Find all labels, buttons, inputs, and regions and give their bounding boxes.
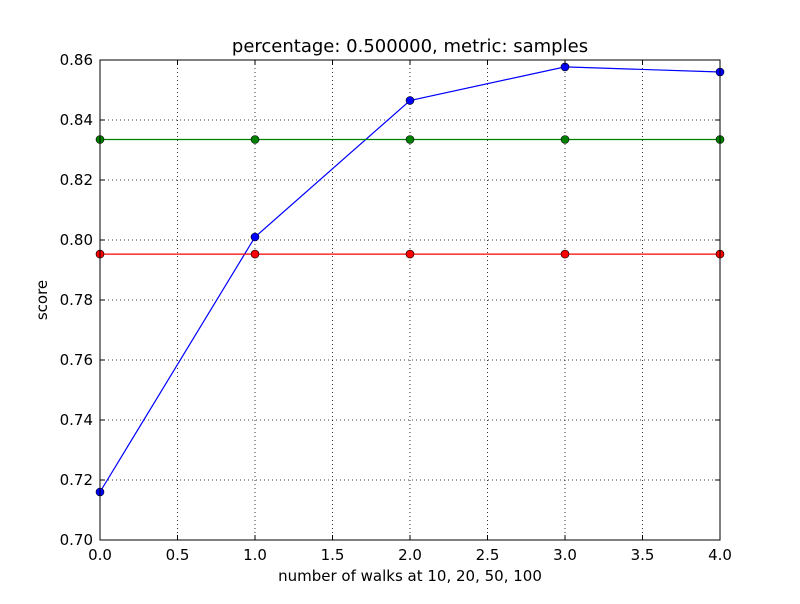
data-point <box>250 249 260 259</box>
y-tick-label: 0.78 <box>60 291 93 309</box>
x-tick-label: 0.0 <box>88 546 112 564</box>
y-tick-label: 0.82 <box>60 171 93 189</box>
x-tick-label: 4.0 <box>708 546 732 564</box>
chart-title: percentage: 0.500000, metric: samples <box>232 36 588 57</box>
data-point <box>405 135 415 144</box>
data-point <box>560 249 570 259</box>
data-point <box>250 135 260 144</box>
y-tick-label: 0.70 <box>60 531 93 549</box>
y-tick-label: 0.76 <box>60 351 93 369</box>
x-axis-label: number of walks at 10, 20, 50, 100 <box>278 567 542 585</box>
y-tick-label: 0.84 <box>60 111 93 129</box>
series-layer <box>95 62 725 497</box>
data-point <box>405 96 415 105</box>
x-tick-label: 1.5 <box>321 546 345 564</box>
axis-ticks: 0.0 0.5 1.0 1.5 2.0 2.5 3.0 3.5 4.0 0.70 0.72 0.74 0… <box>60 51 732 564</box>
x-tick-label: 2.0 <box>398 546 422 564</box>
x-tick-label: 3.0 <box>553 546 577 564</box>
series-2 <box>95 249 725 259</box>
x-tick-label: 0.5 <box>166 546 190 564</box>
x-tick-label: 2.5 <box>476 546 500 564</box>
series-1 <box>95 135 725 144</box>
y-tick-label: 0.74 <box>60 411 93 429</box>
y-tick-label: 0.72 <box>60 471 93 489</box>
x-tick-label: 1.0 <box>243 546 267 564</box>
data-point <box>250 232 260 242</box>
y-axis-label: score <box>33 280 51 320</box>
y-tick-label: 0.80 <box>60 231 93 249</box>
y-tick-label: 0.86 <box>60 51 93 69</box>
data-point <box>560 135 570 144</box>
series-0 <box>95 62 725 497</box>
x-tick-label: 3.5 <box>631 546 655 564</box>
grid-lines <box>99 59 721 541</box>
data-point <box>405 249 415 259</box>
